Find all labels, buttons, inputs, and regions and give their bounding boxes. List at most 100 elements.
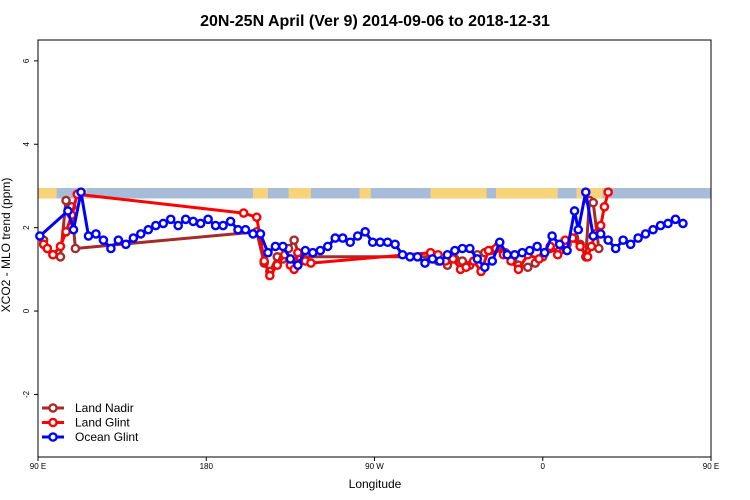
x-tick-label: 90 E — [30, 462, 46, 471]
map-strip-land — [252, 188, 268, 199]
data-point — [595, 229, 606, 239]
data-point — [150, 220, 161, 231]
data-point — [678, 218, 688, 229]
legend-label: Land Nadir — [75, 401, 134, 415]
map-strip-land — [430, 188, 487, 199]
data-point — [494, 237, 505, 248]
data-point — [91, 229, 101, 239]
data-point — [483, 245, 494, 256]
data-point — [509, 249, 520, 260]
data-point — [582, 252, 593, 262]
data-point — [534, 254, 544, 264]
data-point — [640, 229, 651, 239]
data-point — [594, 243, 604, 254]
data-point — [552, 249, 563, 260]
data-point — [315, 245, 326, 256]
data-point — [375, 237, 385, 248]
y-tick-label: -2 — [22, 390, 31, 398]
data-point — [98, 235, 109, 245]
data-point — [68, 224, 79, 235]
data-point — [382, 237, 393, 248]
series-group — [35, 187, 688, 281]
data-point — [48, 249, 58, 260]
data-point — [61, 227, 71, 237]
data-point — [670, 214, 681, 225]
data-point — [655, 220, 666, 231]
y-axis-label: XCO2 - MLO trend (ppm) — [0, 178, 13, 313]
data-point — [278, 241, 288, 252]
data-point — [265, 270, 275, 281]
data-point — [121, 239, 131, 250]
data-point — [472, 254, 483, 264]
data-point — [360, 227, 370, 237]
data-point — [517, 247, 527, 258]
legend-label: Ocean Glint — [75, 430, 139, 444]
data-point — [42, 243, 53, 254]
data-point — [539, 247, 550, 258]
legend-item: Land Nadir — [42, 401, 134, 415]
data-point — [547, 231, 557, 241]
data-point — [293, 247, 303, 258]
legend-swatch-marker — [48, 432, 58, 442]
data-point — [218, 220, 228, 231]
x-tick-label: 180 — [200, 462, 214, 471]
data-point — [263, 247, 273, 258]
data-point — [405, 252, 415, 262]
map-strip-land — [38, 188, 57, 199]
data-point — [352, 231, 363, 241]
data-point — [322, 241, 333, 252]
data-point — [289, 235, 299, 245]
data-point — [390, 239, 400, 250]
data-point — [180, 214, 191, 225]
data-point — [465, 243, 475, 254]
legend-label: Land Glint — [75, 416, 130, 430]
data-point — [35, 231, 45, 241]
data-point — [70, 243, 81, 254]
data-point — [663, 218, 673, 229]
data-point — [588, 231, 599, 241]
map-strip-land — [359, 188, 371, 199]
data-point — [300, 245, 311, 256]
data-point — [580, 187, 591, 198]
data-point — [240, 224, 251, 235]
data-point — [238, 208, 249, 218]
legend-item: Ocean Glint — [42, 430, 139, 444]
data-point — [55, 252, 66, 262]
legend-item: Land Glint — [42, 416, 130, 430]
data-point — [502, 249, 513, 260]
data-point — [128, 233, 139, 243]
data-point — [595, 220, 606, 231]
data-point — [251, 212, 262, 223]
data-point — [599, 201, 610, 212]
legend-swatch-marker — [48, 403, 58, 413]
data-point — [308, 247, 318, 258]
data-point — [203, 214, 213, 225]
data-point — [573, 224, 584, 235]
data-point — [195, 218, 206, 229]
x-tick-label: 90 W — [365, 462, 384, 471]
series-line — [42, 191, 610, 278]
data-point — [610, 243, 621, 254]
data-point — [522, 262, 533, 273]
data-point — [136, 229, 146, 239]
data-point — [562, 245, 572, 256]
data-point — [420, 258, 430, 268]
y-tick-label: 6 — [22, 58, 31, 63]
data-point — [524, 245, 535, 256]
data-point — [588, 197, 599, 208]
data-point — [513, 264, 524, 275]
data-point — [648, 224, 658, 235]
data-point — [113, 235, 124, 245]
chart-title: 20N-25N April (Ver 9) 2014-09-06 to 2018… — [200, 13, 550, 30]
map-strip-land — [496, 188, 558, 199]
data-point — [367, 237, 378, 248]
data-point — [259, 256, 270, 266]
data-point — [55, 241, 66, 252]
data-point — [450, 245, 460, 256]
y-axis: -2 0 2 4 6 — [22, 58, 38, 398]
data-point — [143, 224, 154, 235]
data-point — [233, 224, 243, 235]
data-point — [345, 237, 355, 248]
data-point — [479, 262, 490, 273]
data-point — [625, 239, 636, 250]
